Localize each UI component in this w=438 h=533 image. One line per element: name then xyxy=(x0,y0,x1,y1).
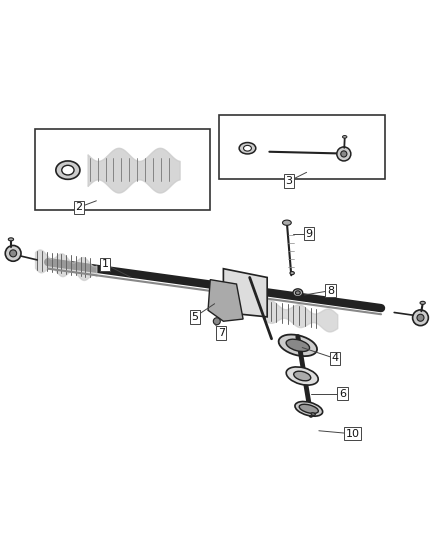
Circle shape xyxy=(213,318,220,325)
Ellipse shape xyxy=(8,238,14,241)
Text: 7: 7 xyxy=(218,328,225,338)
Circle shape xyxy=(5,246,21,261)
Ellipse shape xyxy=(56,161,80,179)
Ellipse shape xyxy=(299,404,318,414)
Circle shape xyxy=(337,147,351,161)
Ellipse shape xyxy=(62,165,74,175)
Ellipse shape xyxy=(279,335,317,356)
Ellipse shape xyxy=(311,413,315,416)
Ellipse shape xyxy=(283,220,291,225)
Text: 2: 2 xyxy=(75,203,82,212)
Text: 3: 3 xyxy=(286,176,293,186)
Text: 9: 9 xyxy=(305,229,312,239)
Ellipse shape xyxy=(290,271,294,274)
Ellipse shape xyxy=(286,339,310,351)
FancyBboxPatch shape xyxy=(35,128,210,209)
Ellipse shape xyxy=(420,301,425,304)
FancyBboxPatch shape xyxy=(219,115,385,179)
Ellipse shape xyxy=(295,401,323,416)
Polygon shape xyxy=(208,280,243,321)
Ellipse shape xyxy=(293,289,303,297)
Text: 10: 10 xyxy=(346,429,360,439)
Ellipse shape xyxy=(239,142,256,154)
Ellipse shape xyxy=(244,146,251,151)
Text: 8: 8 xyxy=(327,286,334,296)
Text: 1: 1 xyxy=(102,260,109,269)
Ellipse shape xyxy=(286,367,318,385)
Ellipse shape xyxy=(294,371,311,381)
Text: 6: 6 xyxy=(339,389,346,399)
Text: 4: 4 xyxy=(332,353,339,364)
Circle shape xyxy=(417,314,424,321)
Text: 5: 5 xyxy=(191,312,198,322)
Circle shape xyxy=(341,151,347,157)
Circle shape xyxy=(10,250,17,257)
Ellipse shape xyxy=(343,135,347,138)
Polygon shape xyxy=(223,269,267,317)
Circle shape xyxy=(413,310,428,326)
Ellipse shape xyxy=(296,291,300,295)
